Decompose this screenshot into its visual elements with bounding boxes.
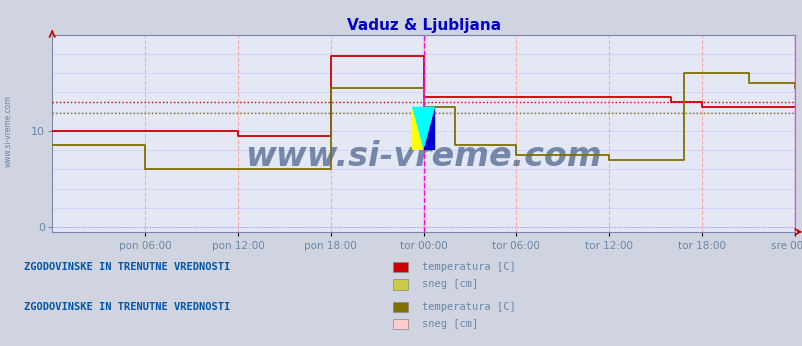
Polygon shape bbox=[411, 107, 423, 150]
Text: sneg [cm]: sneg [cm] bbox=[421, 319, 477, 329]
Title: Vaduz & Ljubljana: Vaduz & Ljubljana bbox=[346, 18, 500, 34]
Polygon shape bbox=[423, 107, 435, 150]
Text: www.si-vreme.com: www.si-vreme.com bbox=[3, 95, 13, 167]
Text: temperatura [C]: temperatura [C] bbox=[421, 262, 515, 272]
Text: ZGODOVINSKE IN TRENUTNE VREDNOSTI: ZGODOVINSKE IN TRENUTNE VREDNOSTI bbox=[24, 302, 230, 312]
Text: temperatura [C]: temperatura [C] bbox=[421, 302, 515, 312]
Text: sneg [cm]: sneg [cm] bbox=[421, 280, 477, 289]
Text: ZGODOVINSKE IN TRENUTNE VREDNOSTI: ZGODOVINSKE IN TRENUTNE VREDNOSTI bbox=[24, 262, 230, 272]
Text: www.si-vreme.com: www.si-vreme.com bbox=[245, 140, 602, 173]
Polygon shape bbox=[411, 107, 435, 150]
